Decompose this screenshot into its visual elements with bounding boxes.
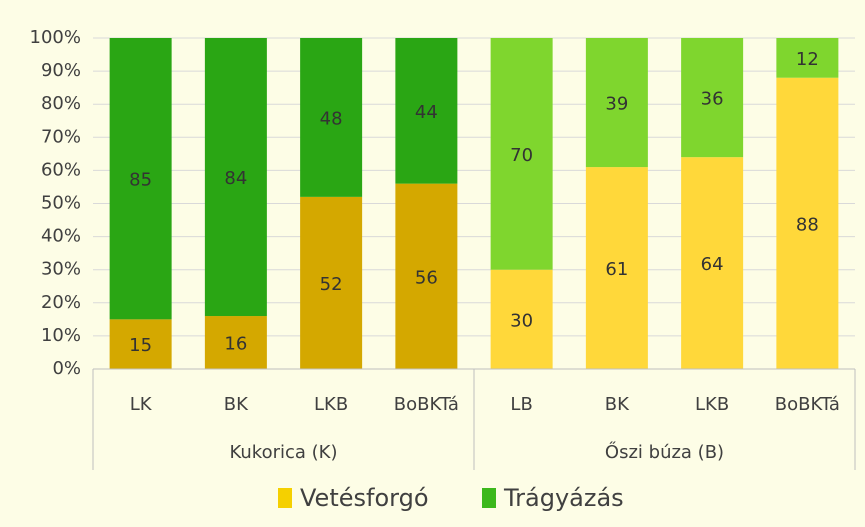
data-label: 30 [510,310,533,331]
bar-segment [585,38,648,168]
y-tick-label: 0% [52,358,81,379]
legend-swatch [278,488,292,508]
x-tick-label: BoBKTá [775,394,840,415]
y-tick-label: 60% [41,159,81,180]
x-tick-label: LKB [314,394,348,415]
data-label: 64 [701,254,724,275]
x-tick-label: LB [510,394,532,415]
bar-segment [490,269,553,369]
data-label: 70 [510,145,533,166]
data-label: 52 [320,274,343,295]
bar-segment [109,38,172,320]
bar-segment [681,157,744,369]
data-label: 84 [224,168,247,189]
y-tick-label: 80% [41,93,81,114]
bar-segment [204,316,267,369]
bar-segment [395,38,458,184]
x-tick-label: BK [605,394,630,415]
y-tick-label: 40% [41,226,81,247]
bar-segment [681,38,744,158]
y-tick-label: 100% [30,27,81,48]
data-label: 61 [605,259,628,280]
bar-segment [109,319,172,369]
legend-label: Vetésforgó [300,484,429,512]
y-tick-label: 20% [41,292,81,313]
data-label: 88 [796,214,819,235]
bar-segment [395,183,458,369]
y-tick-label: 10% [41,325,81,346]
x-tick-label: BK [224,394,249,415]
data-label: 39 [605,94,628,115]
bar-segment [300,196,363,369]
data-label: 16 [224,334,247,355]
bar-segment [490,38,553,270]
data-label: 12 [796,49,819,70]
bar-segment [776,38,839,78]
data-label: 15 [129,335,152,356]
data-label: 44 [415,102,438,123]
data-label: 56 [415,267,438,288]
group-label: Őszi búza (B) [605,441,724,463]
bar-segment [300,38,363,197]
bar-segment [585,167,648,369]
x-tick-label: LKB [695,394,729,415]
x-tick-label: BoBKTá [394,394,459,415]
y-tick-label: 30% [41,259,81,280]
bar-segment [776,77,839,369]
y-tick-label: 70% [41,126,81,147]
data-label: 36 [701,89,724,110]
data-label: 85 [129,170,152,191]
data-label: 48 [320,108,343,129]
group-label: Kukorica (K) [229,442,337,463]
y-tick-label: 50% [41,193,81,214]
x-tick-label: LK [130,394,153,415]
legend-label: Trágyázás [503,484,624,512]
legend-swatch [482,488,496,508]
bar-segment [204,38,267,317]
y-tick-label: 90% [41,60,81,81]
